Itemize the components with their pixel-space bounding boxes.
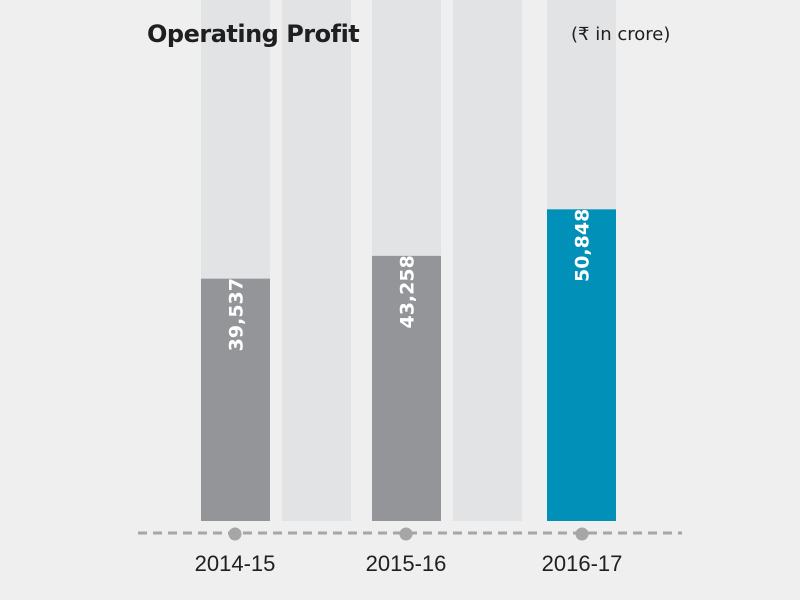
unit-label: (₹ in crore) — [571, 24, 671, 45]
value-label: 39,537 — [226, 278, 248, 351]
axis-marker — [228, 527, 242, 541]
bar-2015-16 — [372, 255, 441, 521]
category-label: 2015-16 — [366, 551, 447, 576]
axis-marker — [575, 527, 589, 541]
value-label: 50,848 — [572, 209, 594, 282]
axis-marker — [399, 527, 413, 541]
background-track — [282, 0, 351, 521]
category-label: 2016-17 — [542, 551, 623, 576]
chart-title: Operating Profit — [147, 20, 360, 48]
background-track — [453, 0, 522, 521]
bar-2014-15 — [201, 278, 270, 521]
category-label: 2014-15 — [195, 551, 276, 576]
bar-2016-17 — [547, 209, 616, 521]
value-labels: 39,537 43,258 50,848 — [226, 209, 594, 352]
axis-markers — [228, 527, 589, 541]
bars — [201, 209, 616, 521]
category-labels: 2014-15 2015-16 2016-17 — [195, 551, 623, 576]
value-label: 43,258 — [397, 255, 419, 328]
